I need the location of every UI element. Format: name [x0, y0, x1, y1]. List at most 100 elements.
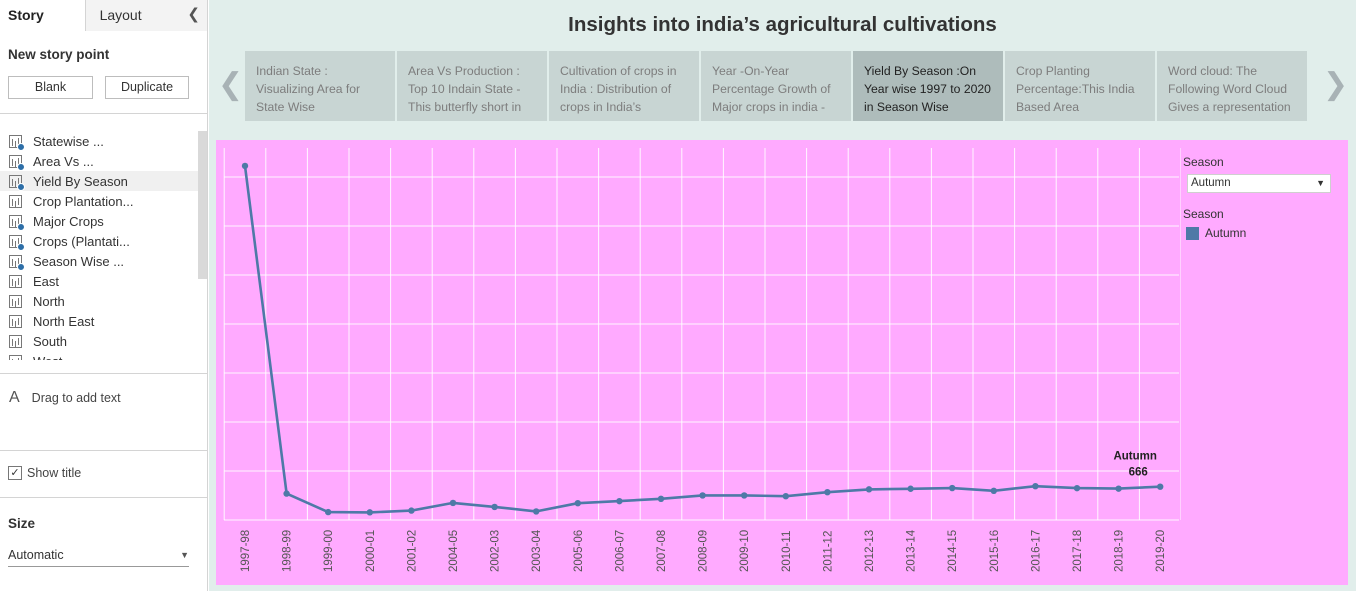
sheet-item[interactable]: South — [0, 331, 198, 351]
data-point[interactable] — [824, 489, 831, 496]
show-title-toggle[interactable]: ✓ Show title — [8, 466, 81, 480]
data-point[interactable] — [865, 486, 873, 493]
sheet-item-label: Statewise ... — [33, 133, 104, 149]
sheet-item[interactable]: East — [0, 271, 198, 291]
x-tick-label: 2017-18 — [1072, 530, 1084, 572]
x-tick-label: 2015-16 — [989, 530, 1001, 572]
sheet-item[interactable]: North East — [0, 311, 198, 331]
story-point-5[interactable]: Yield By Season :On Year wise 1997 to 20… — [853, 51, 1003, 121]
x-tick-label: 2013-14 — [906, 529, 918, 572]
data-point[interactable] — [741, 492, 748, 499]
legend-item-autumn[interactable]: Autumn — [1186, 226, 1246, 240]
size-value: Automatic — [8, 548, 64, 562]
x-tick-label: 2009-10 — [739, 530, 751, 572]
sheet-item-label: North East — [33, 313, 95, 329]
story-area: Insights into india’s agricultural culti… — [209, 0, 1356, 591]
data-point[interactable] — [1032, 483, 1039, 490]
worksheet-icon — [9, 334, 22, 348]
x-tick-label: 1998-99 — [282, 530, 294, 572]
data-point[interactable] — [491, 503, 498, 511]
sheet-item-label: West — [33, 354, 62, 361]
story-point-3[interactable]: Cultivation of crops in India : Distribu… — [549, 51, 699, 121]
x-tick-label: 1999-00 — [323, 530, 335, 572]
sheet-item-label: Area Vs ... — [33, 153, 94, 169]
annotation-series-label: Autumn — [1113, 451, 1156, 463]
tab-story[interactable]: Story — [0, 0, 86, 31]
duplicate-button[interactable]: Duplicate — [105, 76, 189, 99]
data-point[interactable] — [283, 490, 290, 497]
data-point[interactable] — [449, 499, 457, 507]
story-point-6[interactable]: Crop Planting Percentage:This India Base… — [1005, 51, 1155, 121]
data-point[interactable] — [782, 493, 789, 500]
data-point[interactable] — [1115, 485, 1122, 492]
data-point[interactable] — [907, 485, 914, 492]
sheet-item[interactable]: Area Vs ... — [0, 151, 198, 171]
data-point[interactable] — [241, 162, 249, 170]
data-point[interactable] — [657, 495, 665, 502]
new-story-point-heading: New story point — [8, 47, 110, 62]
sheet-item-label: North — [33, 293, 65, 309]
data-point[interactable] — [1157, 483, 1164, 490]
story-point-2[interactable]: Area Vs Production : Top 10 Indain State… — [397, 51, 547, 121]
show-title-checkbox[interactable]: ✓ — [8, 466, 22, 480]
data-point[interactable] — [1073, 484, 1081, 492]
worksheet-icon — [9, 154, 25, 171]
sheet-item[interactable]: Yield By Season — [0, 171, 198, 191]
x-tick-label: 2004-05 — [448, 530, 460, 572]
sheet-item[interactable]: West — [0, 351, 198, 360]
size-dropdown[interactable]: Automatic ▼ — [8, 546, 189, 567]
divider — [0, 450, 207, 451]
x-tick-label: 2008-09 — [698, 530, 710, 572]
sheet-item[interactable]: Season Wise ... — [0, 251, 198, 271]
x-tick-label: 2010-11 — [781, 531, 793, 572]
text-object-icon: A — [9, 389, 20, 406]
worksheet-icon — [9, 274, 22, 288]
sheet-item[interactable]: Major Crops — [0, 211, 198, 231]
story-point-7[interactable]: Word cloud: The Following Word Cloud Giv… — [1157, 51, 1307, 121]
sheet-item[interactable]: Crop Plantation... — [0, 191, 198, 211]
used-check-icon — [17, 182, 25, 191]
tab-layout[interactable]: Layout ❮ — [85, 0, 207, 31]
x-tick-label: 2012-13 — [864, 530, 876, 572]
story-title: Insights into india’s agricultural culti… — [568, 13, 997, 36]
data-point[interactable] — [533, 508, 540, 515]
sheet-item-label: South — [33, 333, 67, 349]
sheet-item-label: Major Crops — [33, 213, 104, 229]
worksheet-icon — [9, 214, 25, 231]
story-point-1[interactable]: Indian State : Visualizing Area for Stat… — [245, 51, 395, 121]
drag-text-item[interactable]: A Drag to add text — [9, 389, 121, 407]
data-point[interactable] — [574, 500, 581, 507]
x-tick-label: 2019-20 — [1155, 530, 1167, 572]
story-point-4[interactable]: Year -On-Year Percentage Growth of Major… — [701, 51, 851, 121]
data-point[interactable] — [366, 509, 373, 516]
drag-text-label: Drag to add text — [31, 391, 121, 405]
next-story-point-icon[interactable]: ❯ — [1323, 68, 1349, 101]
worksheet-icon — [9, 294, 22, 308]
previous-story-point-icon[interactable]: ❮ — [218, 68, 244, 101]
worksheet-icon — [9, 174, 25, 191]
season-filter-dropdown[interactable]: Autumn ▼ — [1187, 174, 1331, 193]
story-side-panel: Story Layout ❮ New story point Blank Dup… — [0, 0, 208, 591]
sheet-item-label: Yield By Season — [33, 173, 128, 189]
x-tick-label: 2016-17 — [1030, 530, 1042, 572]
x-tick-label: 2002-03 — [490, 530, 502, 572]
worksheet-icon — [9, 234, 25, 251]
sheet-item[interactable]: Statewise ... — [0, 131, 198, 151]
sheet-item-label: Crop Plantation... — [33, 193, 134, 209]
data-point[interactable] — [616, 497, 623, 505]
sheet-item-label: East — [33, 273, 60, 289]
data-point[interactable] — [990, 487, 997, 494]
blank-button[interactable]: Blank — [8, 76, 93, 99]
divider — [0, 373, 207, 374]
data-point[interactable] — [408, 507, 415, 514]
sheet-list-scrollbar[interactable] — [198, 131, 207, 279]
data-point[interactable] — [325, 508, 332, 516]
annotation-value-label: 666 — [1129, 467, 1148, 479]
data-point[interactable] — [699, 492, 706, 499]
sheet-item[interactable]: Crops (Plantati... — [0, 231, 198, 251]
sheet-item[interactable]: North — [0, 291, 198, 311]
used-check-icon — [17, 242, 25, 251]
chevron-left-icon[interactable]: ❮ — [187, 6, 200, 23]
x-tick-label: 2014-15 — [947, 530, 959, 572]
data-point[interactable] — [949, 484, 956, 492]
